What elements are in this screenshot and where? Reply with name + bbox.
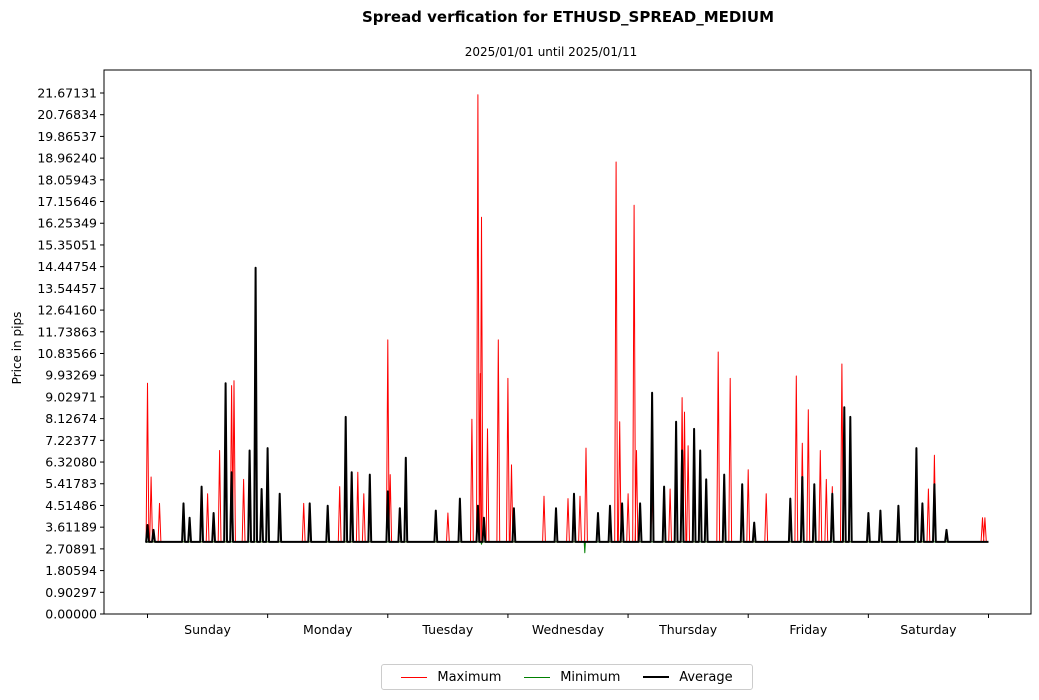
series-line-maximum bbox=[145, 94, 989, 543]
x-tick-label: Monday bbox=[303, 622, 353, 637]
series-layer bbox=[145, 94, 989, 554]
x-tick-label: Thursday bbox=[658, 622, 718, 637]
y-tick-label: 12.64160 bbox=[37, 303, 97, 318]
legend-item-minimum: Minimum bbox=[524, 670, 620, 685]
y-tick-label: 9.93269 bbox=[45, 368, 97, 383]
legend-item-maximum: Maximum bbox=[401, 670, 501, 685]
chart-subtitle: 2025/01/01 until 2025/01/11 bbox=[464, 45, 638, 59]
y-tick-label: 4.51486 bbox=[45, 498, 97, 513]
x-tick-label: Sunday bbox=[184, 622, 231, 637]
plot-frame bbox=[103, 69, 1032, 615]
x-tick-label: Saturday bbox=[900, 622, 957, 637]
legend-label-minimum: Minimum bbox=[560, 669, 621, 685]
x-tick-label: Wednesday bbox=[532, 622, 605, 637]
y-tick-label: 14.44754 bbox=[37, 259, 97, 274]
chart-legend: Maximum Minimum Average bbox=[381, 664, 753, 690]
x-tick-label: Friday bbox=[789, 622, 827, 637]
series-line-minimum bbox=[147, 541, 989, 554]
y-tick-label: 20.76834 bbox=[37, 107, 97, 122]
chart-title: Spread verfication for ETHUSD_SPREAD_MED… bbox=[361, 8, 775, 26]
series-minimum bbox=[147, 541, 989, 554]
y-tick-label: 18.05943 bbox=[37, 172, 97, 187]
x-tick-label: Tuesday bbox=[421, 622, 473, 637]
y-tick-label: 0.90297 bbox=[45, 585, 97, 600]
legend-swatch-average bbox=[643, 676, 670, 678]
series-maximum bbox=[145, 94, 989, 543]
y-tick-label: 0.00000 bbox=[45, 607, 97, 622]
y-tick-label: 16.25349 bbox=[37, 216, 97, 231]
y-axis: 0.00000 0.90297 1.80594 2.70891 3.61189 4.514… bbox=[37, 86, 104, 622]
y-tick-label: 13.54457 bbox=[37, 281, 97, 296]
legend-label-maximum: Maximum bbox=[437, 669, 502, 685]
y-tick-label: 7.22377 bbox=[45, 433, 97, 448]
y-tick-label: 15.35051 bbox=[37, 237, 97, 252]
y-tick-label: 3.61189 bbox=[45, 520, 97, 535]
series-line-average bbox=[145, 266, 989, 543]
y-tick-label: 1.80594 bbox=[45, 563, 97, 578]
legend-swatch-minimum bbox=[524, 676, 551, 678]
y-tick-label: 9.02971 bbox=[45, 389, 97, 404]
y-tick-label: 18.96240 bbox=[37, 151, 97, 166]
y-tick-label: 17.15646 bbox=[37, 194, 97, 209]
x-axis: Sunday Monday Tuesday Wednesday Thursday Frid… bbox=[147, 614, 989, 637]
legend-swatch-maximum bbox=[401, 676, 428, 678]
y-tick-label: 21.67131 bbox=[37, 86, 97, 101]
y-tick-label: 5.41783 bbox=[45, 476, 97, 491]
y-tick-label: 6.32080 bbox=[45, 455, 97, 470]
legend-item-average: Average bbox=[643, 669, 733, 685]
y-tick-label: 19.86537 bbox=[37, 129, 97, 144]
y-tick-label: 11.73863 bbox=[37, 324, 97, 339]
legend-label-average: Average bbox=[679, 669, 733, 685]
y-tick-label: 2.70891 bbox=[45, 541, 97, 556]
y-tick-label: 10.83566 bbox=[37, 346, 97, 361]
y-tick-label: 8.12674 bbox=[45, 411, 97, 426]
series-average bbox=[145, 266, 989, 543]
